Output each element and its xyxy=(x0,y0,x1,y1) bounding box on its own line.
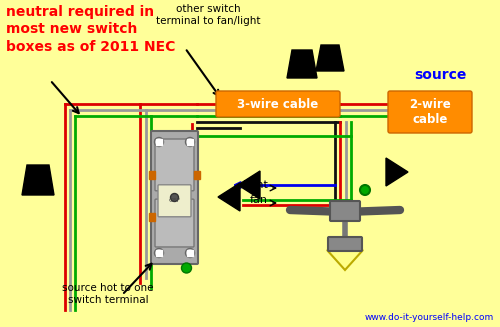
Polygon shape xyxy=(287,50,317,78)
Text: OFF: OFF xyxy=(168,198,180,203)
FancyBboxPatch shape xyxy=(216,91,340,117)
FancyBboxPatch shape xyxy=(151,131,198,264)
Bar xyxy=(187,139,193,145)
Text: www.do-it-yourself-help.com: www.do-it-yourself-help.com xyxy=(365,313,494,322)
Polygon shape xyxy=(316,45,344,71)
Circle shape xyxy=(154,137,164,146)
Circle shape xyxy=(360,185,370,195)
Polygon shape xyxy=(218,183,240,211)
Text: fan: fan xyxy=(250,195,268,205)
Text: neutral required in
most new switch
boxes as of 2011 NEC: neutral required in most new switch boxe… xyxy=(6,5,175,54)
Circle shape xyxy=(182,263,192,273)
FancyBboxPatch shape xyxy=(155,139,194,191)
FancyBboxPatch shape xyxy=(155,199,194,247)
FancyBboxPatch shape xyxy=(330,201,360,221)
Polygon shape xyxy=(238,171,260,199)
Bar xyxy=(149,171,155,179)
Polygon shape xyxy=(386,158,408,186)
Bar xyxy=(156,250,162,256)
FancyBboxPatch shape xyxy=(388,91,472,133)
Bar xyxy=(149,213,155,221)
Circle shape xyxy=(170,194,178,201)
Bar xyxy=(187,250,193,256)
Polygon shape xyxy=(327,250,363,270)
Text: 2-wire
cable: 2-wire cable xyxy=(409,98,451,126)
Text: 3-wire cable: 3-wire cable xyxy=(238,97,318,111)
Text: light: light xyxy=(243,180,268,190)
Text: source: source xyxy=(414,68,466,82)
Bar xyxy=(156,139,162,145)
Circle shape xyxy=(154,249,164,257)
Text: source hot to one
switch terminal: source hot to one switch terminal xyxy=(62,283,154,304)
FancyBboxPatch shape xyxy=(158,185,191,217)
Circle shape xyxy=(186,249,194,257)
Bar xyxy=(194,171,200,179)
Polygon shape xyxy=(22,165,54,195)
Circle shape xyxy=(186,137,194,146)
Text: other switch
terminal to fan/light: other switch terminal to fan/light xyxy=(156,4,260,26)
FancyBboxPatch shape xyxy=(328,237,362,251)
